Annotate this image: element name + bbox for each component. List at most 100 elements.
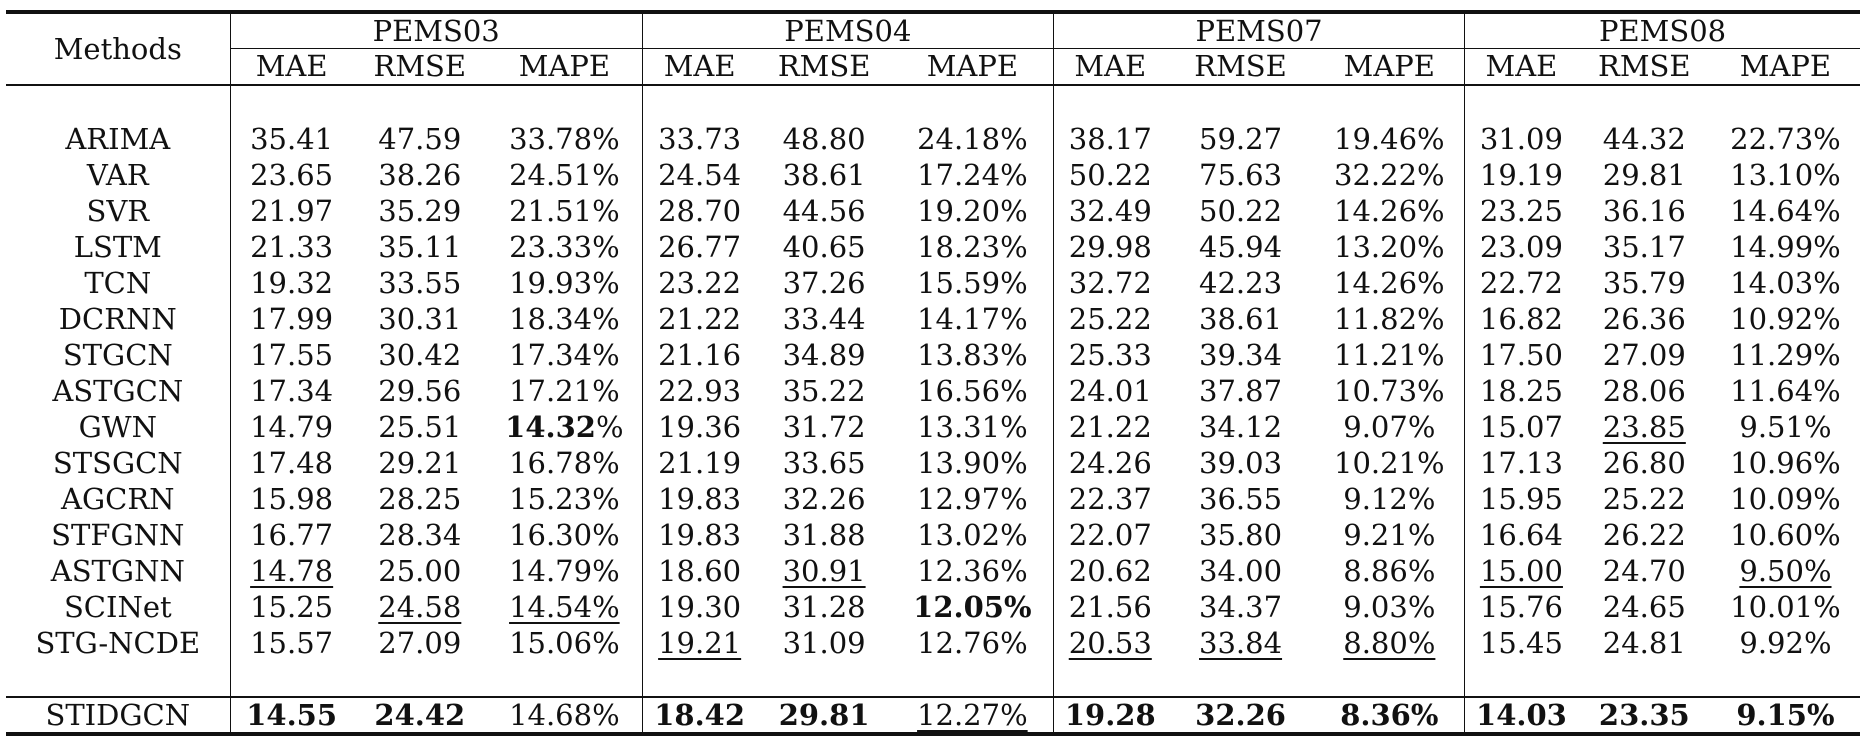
value-text: 14.03% — [1730, 265, 1841, 300]
method-name-cell: SCINet — [63, 589, 172, 624]
value-text: 24.54 — [658, 157, 742, 192]
value-cell: 13.10% — [1711, 157, 1860, 193]
table-row: TCN 19.32 33.55 19.93% 23.22 37.26 15.59% 32.72… — [6, 264, 1860, 301]
value-text: 24.42 — [374, 697, 466, 732]
value-cell: 39.03 — [1167, 445, 1315, 481]
value-cell: 35.22 — [756, 373, 891, 409]
value-text: 36.16 — [1602, 193, 1686, 228]
value-cell: 31.88 — [756, 517, 891, 553]
value-text: 33.73 — [658, 121, 742, 156]
value-cell: 21.51% — [487, 193, 642, 229]
value-cell: 19.28 — [1052, 695, 1167, 736]
value-text: 17.99 — [250, 301, 334, 336]
value-text: 15.57 — [250, 625, 334, 660]
value-cell: 31.28 — [756, 589, 891, 625]
value-text: 19.21 — [658, 625, 742, 660]
value-text: 15.45 — [1479, 625, 1563, 660]
value-text: 24.81 — [1602, 625, 1686, 660]
value-cell: 28.06 — [1578, 373, 1711, 409]
value-cell: 29.81 — [1578, 157, 1711, 193]
value-cell: 10.21% — [1315, 445, 1465, 481]
method-name-cell: STSGCN — [52, 445, 183, 480]
value-text: 42.23 — [1199, 265, 1283, 300]
value-cell: 21.16 — [641, 336, 757, 373]
value-cell: 21.22 — [641, 300, 757, 337]
value-text: 18.60 — [658, 553, 742, 588]
value-cell: 20.62 — [1052, 552, 1167, 589]
value-text: 8.36% — [1340, 697, 1439, 732]
value-cell: 9.07% — [1315, 409, 1465, 445]
spacer-row — [6, 660, 1860, 697]
value-text: 25.51 — [378, 409, 462, 444]
value-cell: 45.94 — [1167, 229, 1315, 265]
value-cell: 14.54% — [487, 589, 642, 625]
value-cell: 18.25 — [1464, 372, 1578, 409]
value-text: 44.32 — [1602, 121, 1686, 156]
value-cell: 9.50% — [1711, 553, 1860, 589]
value-cell: 30.31 — [353, 301, 487, 337]
value-cell: 29.21 — [353, 445, 487, 481]
value-cell: 26.22 — [1578, 517, 1711, 553]
value-cell: 19.36 — [641, 408, 757, 445]
value-text: 10.92% — [1730, 301, 1841, 336]
value-text: 16.56% — [917, 373, 1028, 408]
value-text: 31.09 — [782, 625, 866, 660]
value-cell: 9.92% — [1711, 625, 1860, 661]
value-text: 26.22 — [1602, 517, 1686, 552]
value-text: 24.51% — [509, 157, 620, 192]
value-text: 19.19 — [1479, 157, 1563, 192]
dataset-header-pems03: PEMS03 — [229, 10, 643, 49]
value-cell: 14.99% — [1711, 229, 1860, 265]
value-text: 9.07% — [1343, 409, 1436, 444]
value-cell: 16.64 — [1464, 516, 1578, 553]
value-cell: 14.55 — [229, 695, 353, 736]
value-text: 23.65 — [250, 157, 334, 192]
value-text: 34.37 — [1199, 589, 1283, 624]
value-text: 31.72 — [782, 409, 866, 444]
value-cell: 16.82 — [1464, 300, 1578, 337]
value-text: 18.34% — [509, 301, 620, 336]
method-name-cell: STFGNN — [51, 517, 185, 552]
dataset-header-pems07: PEMS07 — [1052, 10, 1465, 49]
value-cell: 15.25 — [229, 588, 353, 625]
value-cell: 23.09 — [1464, 228, 1578, 265]
value-cell: 42.23 — [1167, 265, 1315, 301]
value-text: 10.73% — [1334, 373, 1445, 408]
method-name-cell: LSTM — [73, 229, 162, 264]
value-text: 10.01% — [1730, 589, 1841, 624]
value-cell: 15.95 — [1464, 480, 1578, 517]
value-text: 26.36 — [1602, 301, 1686, 336]
value-text: 21.97 — [250, 193, 334, 228]
value-cell: 35.17 — [1578, 229, 1711, 265]
method-name-cell: ASTGCN — [52, 373, 184, 408]
value-text: 23.25 — [1479, 193, 1563, 228]
value-cell: 18.42 — [641, 695, 757, 736]
value-text: 22.72 — [1479, 265, 1563, 300]
value-text: 17.21% — [509, 373, 620, 408]
value-text: 16.82 — [1479, 301, 1563, 336]
value-cell: 14.17% — [892, 301, 1054, 337]
value-cell: 14.26% — [1315, 193, 1465, 229]
value-cell: 28.25 — [353, 481, 487, 517]
value-text: 16.77 — [250, 517, 334, 552]
value-cell: 32.26 — [756, 481, 891, 517]
value-cell: 34.12 — [1167, 409, 1315, 445]
value-text: 12.05% — [913, 589, 1032, 624]
value-text: 19.46% — [1334, 121, 1445, 156]
final-body: STIDGCN 14.55 24.42 14.68% 18.42 29.81 12.27% 1… — [6, 695, 1860, 736]
value-cell: 38.61 — [1167, 301, 1315, 337]
value-text: 9.92% — [1739, 625, 1832, 660]
value-cell: 13.20% — [1315, 229, 1465, 265]
value-cell: 14.03% — [1711, 265, 1860, 301]
value-text: 39.03 — [1199, 445, 1283, 480]
value-cell: 13.02% — [892, 517, 1054, 553]
value-cell: 9.15% — [1710, 695, 1860, 736]
value-cell: 36.16 — [1578, 193, 1711, 229]
value-text: 15.76 — [1479, 589, 1563, 624]
value-cell: 10.96% — [1711, 445, 1860, 481]
method-name-cell: ARIMA — [65, 121, 171, 156]
value-text: 14.54% — [509, 589, 620, 624]
value-cell: 24.42 — [352, 695, 487, 736]
table-row: VAR 23.65 38.26 24.51% 24.54 38.61 17.24% 50.22… — [6, 156, 1860, 193]
